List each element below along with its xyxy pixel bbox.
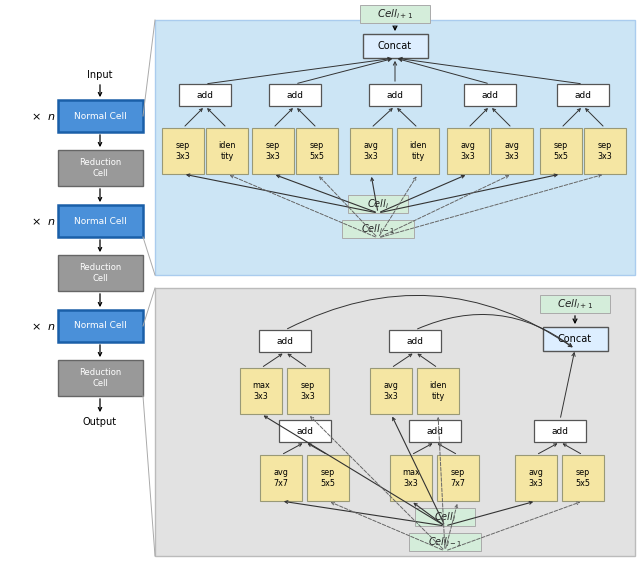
Bar [179, 84, 231, 106]
Text: sep
7x7: sep 7x7 [451, 468, 465, 488]
Text: $Cell_i$: $Cell_i$ [367, 197, 389, 211]
Text: Normal Cell: Normal Cell [74, 112, 126, 121]
Bar [58, 150, 143, 186]
Bar [348, 195, 408, 213]
Text: max
3x3: max 3x3 [402, 468, 420, 488]
Text: add: add [426, 426, 444, 435]
Text: avg
3x3: avg 3x3 [504, 141, 520, 160]
Text: $\times$  $n$: $\times$ $n$ [31, 215, 55, 227]
Bar [369, 84, 421, 106]
Bar [279, 420, 331, 442]
Text: Reduction
Cell: Reduction Cell [79, 264, 121, 283]
Text: iden
tity: iden tity [410, 141, 427, 160]
Text: sep
3x3: sep 3x3 [175, 141, 190, 160]
Bar [58, 205, 143, 237]
Text: $\times$  $n$: $\times$ $n$ [31, 111, 55, 122]
Text: Concat: Concat [558, 334, 592, 344]
Text: avg
7x7: avg 7x7 [273, 468, 289, 488]
Bar [540, 128, 582, 174]
Bar [252, 128, 294, 174]
Text: $Cell_{i+1}$: $Cell_{i+1}$ [557, 297, 593, 311]
Bar [350, 128, 392, 174]
Text: Normal Cell: Normal Cell [74, 321, 126, 330]
Text: sep
5x5: sep 5x5 [310, 141, 324, 160]
Text: iden
tity: iden tity [218, 141, 236, 160]
Bar [397, 128, 439, 174]
Text: avg
3x3: avg 3x3 [529, 468, 543, 488]
Bar [557, 84, 609, 106]
Bar [415, 508, 475, 526]
Bar [269, 84, 321, 106]
Bar [584, 128, 626, 174]
Text: add: add [276, 337, 294, 346]
Bar [58, 255, 143, 291]
Text: $Cell_{i+1}$: $Cell_{i+1}$ [377, 7, 413, 21]
Text: $Cell_{i-1}$: $Cell_{i-1}$ [361, 222, 395, 236]
Bar [206, 128, 248, 174]
Bar [287, 368, 329, 414]
Bar [307, 455, 349, 501]
Bar [562, 455, 604, 501]
Text: avg
3x3: avg 3x3 [461, 141, 476, 160]
Text: $Cell_i$: $Cell_i$ [434, 510, 456, 524]
Bar [409, 533, 481, 551]
Text: sep
3x3: sep 3x3 [598, 141, 612, 160]
Text: Reduction
Cell: Reduction Cell [79, 369, 121, 388]
Text: max
3x3: max 3x3 [252, 381, 270, 401]
Text: add: add [481, 90, 499, 99]
Bar [58, 310, 143, 342]
Text: add: add [287, 90, 303, 99]
Text: $Cell_{i-1}$: $Cell_{i-1}$ [428, 535, 462, 549]
Bar [389, 330, 441, 352]
Text: sep
5x5: sep 5x5 [321, 468, 335, 488]
Text: sep
3x3: sep 3x3 [266, 141, 280, 160]
Text: add: add [575, 90, 591, 99]
Bar [543, 327, 607, 351]
Bar [447, 128, 489, 174]
Text: iden
tity: iden tity [429, 381, 447, 401]
Text: avg
3x3: avg 3x3 [383, 381, 399, 401]
Bar [155, 288, 635, 556]
Bar [362, 34, 428, 58]
Text: Concat: Concat [378, 41, 412, 51]
Text: Normal Cell: Normal Cell [74, 217, 126, 226]
Bar [58, 360, 143, 396]
Bar [162, 128, 204, 174]
Bar [370, 368, 412, 414]
Text: avg
3x3: avg 3x3 [364, 141, 378, 160]
Text: add: add [552, 426, 568, 435]
Bar [260, 455, 302, 501]
Text: add: add [196, 90, 214, 99]
Bar [417, 368, 459, 414]
Bar [360, 5, 430, 23]
Bar [540, 295, 610, 313]
Text: sep
5x5: sep 5x5 [575, 468, 591, 488]
Bar [409, 420, 461, 442]
Bar [342, 220, 414, 238]
Text: add: add [387, 90, 403, 99]
Text: sep
5x5: sep 5x5 [554, 141, 568, 160]
Text: Reduction
Cell: Reduction Cell [79, 158, 121, 177]
Bar [155, 20, 635, 275]
Bar [534, 420, 586, 442]
Bar [240, 368, 282, 414]
Text: Output: Output [83, 417, 117, 427]
Bar [437, 455, 479, 501]
Bar [515, 455, 557, 501]
Bar [58, 100, 143, 132]
Text: add: add [406, 337, 424, 346]
Text: add: add [296, 426, 314, 435]
Bar [491, 128, 533, 174]
Text: $\times$  $n$: $\times$ $n$ [31, 320, 55, 332]
Bar [296, 128, 338, 174]
Text: sep
3x3: sep 3x3 [301, 381, 316, 401]
Bar [390, 455, 432, 501]
Bar [259, 330, 311, 352]
Bar [464, 84, 516, 106]
Text: Input: Input [87, 70, 113, 80]
